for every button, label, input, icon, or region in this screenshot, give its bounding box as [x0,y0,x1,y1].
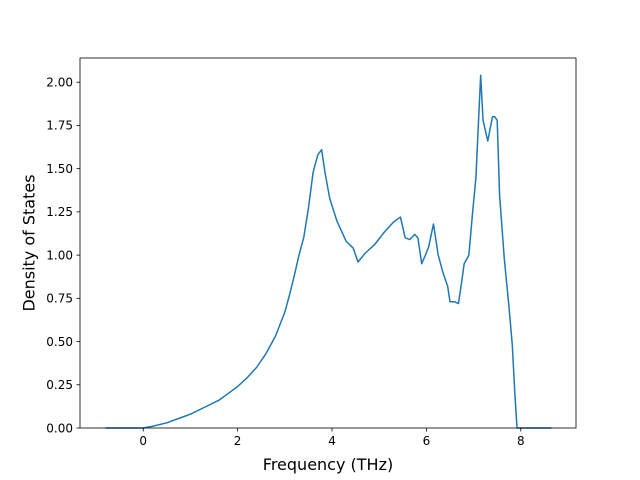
y-tick-label: 0.75 [46,292,73,306]
x-tick-label: 0 [139,434,147,448]
x-tick-label: 6 [423,434,431,448]
y-tick-label: 0.00 [46,421,73,435]
y-tick-label: 1.00 [46,248,73,262]
axes-frame [79,57,577,429]
y-tick-label: 1.75 [46,119,73,133]
y-tick-label: 1.50 [46,162,73,176]
x-axis-label: Frequency (THz) [263,455,393,474]
x-tick-label: 8 [517,434,525,448]
y-tick-label: 0.25 [46,378,73,392]
y-axis-label: Density of States [20,174,39,311]
series-line-0 [105,74,552,429]
y-tick-label: 0.50 [46,335,73,349]
x-tick-label: 2 [234,434,242,448]
y-tick-label: 2.00 [46,76,73,90]
plot-area [105,74,552,429]
x-tick-label: 4 [328,434,336,448]
ticks: 0 2 4 6 8 0.00 0.25 0.50 0.75 1.00 1.25 1.50 1.75 2.0… [46,76,524,448]
y-tick-label: 1.25 [46,205,73,219]
